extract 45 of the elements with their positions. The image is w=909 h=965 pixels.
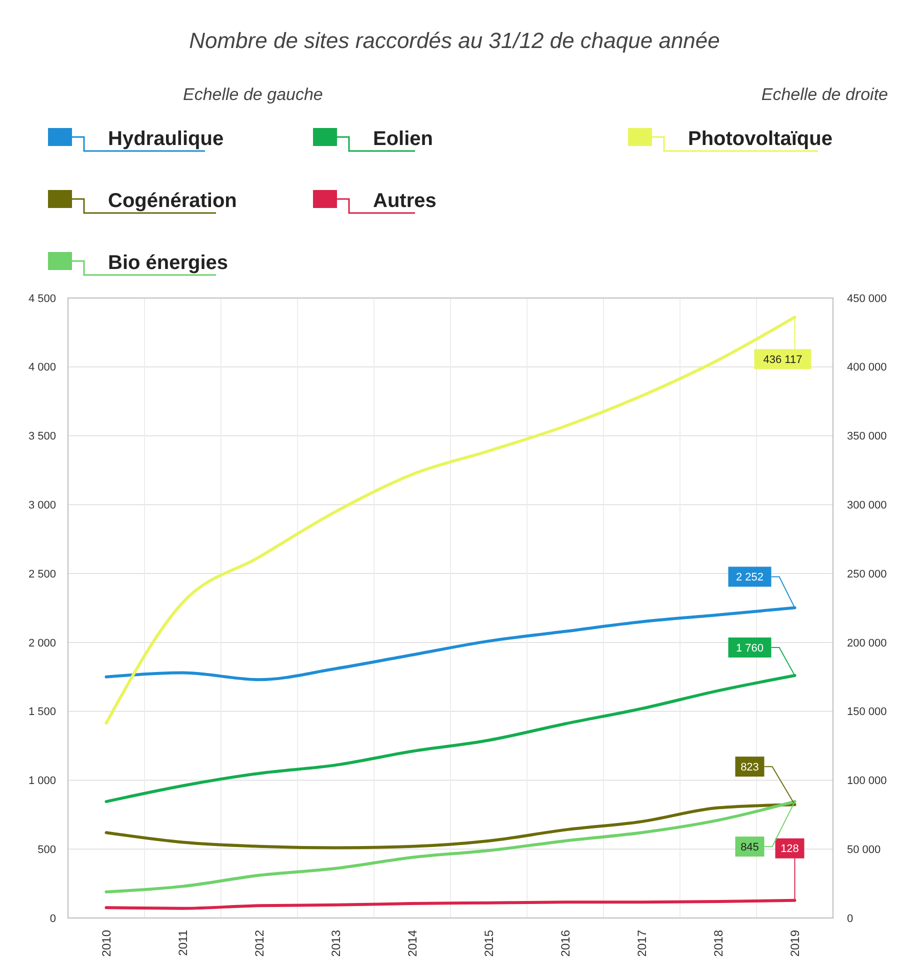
x-tick-label: 2010 (99, 930, 114, 957)
y2-tick-label: 450 000 (847, 292, 887, 305)
legend-label: Photovoltaïque (688, 128, 832, 150)
x-tick-label: 2019 (788, 930, 802, 957)
y2-tick-label: 300 000 (847, 500, 887, 512)
y-tick-label: 1 500 (28, 706, 56, 718)
y2-tick-label: 0 (847, 912, 854, 925)
x-tick-label: 2016 (558, 930, 572, 957)
data-label: 436 117 (763, 354, 802, 366)
x-tick-label: 2014 (405, 930, 420, 957)
y2-tick-label: 250 000 (847, 568, 887, 580)
y-tick-label: 2 000 (28, 637, 56, 650)
text: Echelle de droite (761, 85, 888, 104)
x-tick-label: 2012 (252, 930, 266, 957)
x-tick-label: 2017 (634, 930, 649, 957)
legend-label: Bio énergies (108, 252, 228, 274)
legend-label: Cogénération (108, 190, 237, 212)
legend-label: Eolien (373, 128, 434, 150)
y2-tick-label: 200 000 (847, 637, 887, 650)
y-tick-label: 4 000 (28, 362, 56, 374)
x-tick-label: 2015 (482, 930, 496, 957)
data-label: 1 760 (736, 642, 764, 654)
y2-tick-label: 50 000 (847, 844, 881, 856)
x-tick-label: 2011 (176, 930, 190, 956)
data-label: 845 (740, 841, 759, 854)
y2-tick-label: 400 000 (847, 362, 887, 374)
data-label: 2 252 (736, 572, 764, 584)
y-tick-label: 0 (50, 912, 56, 925)
y-tick-label: 2 500 (28, 568, 56, 580)
x-tick-label: 2013 (328, 930, 343, 957)
y2-tick-label: 350 000 (847, 430, 887, 443)
legend-label: Autres (373, 190, 436, 212)
y-tick-label: 500 (38, 844, 56, 856)
y-tick-label: 3 000 (28, 500, 56, 512)
y-tick-label: 1 000 (28, 775, 56, 788)
legend-label: Hydraulique (108, 128, 224, 150)
x-tick-label: 2018 (711, 930, 726, 957)
data-label: 823 (740, 761, 759, 774)
chart-title: Nombre de sites raccordés au 31/12 de chaque année (189, 28, 720, 53)
data-label: 128 (780, 843, 799, 856)
text: Echelle de gauche (183, 85, 323, 104)
y-tick-label: 4 500 (28, 292, 56, 305)
y-tick-label: 3 500 (28, 430, 56, 443)
y2-tick-label: 100 000 (847, 775, 887, 788)
y2-tick-label: 150 000 (847, 706, 887, 718)
